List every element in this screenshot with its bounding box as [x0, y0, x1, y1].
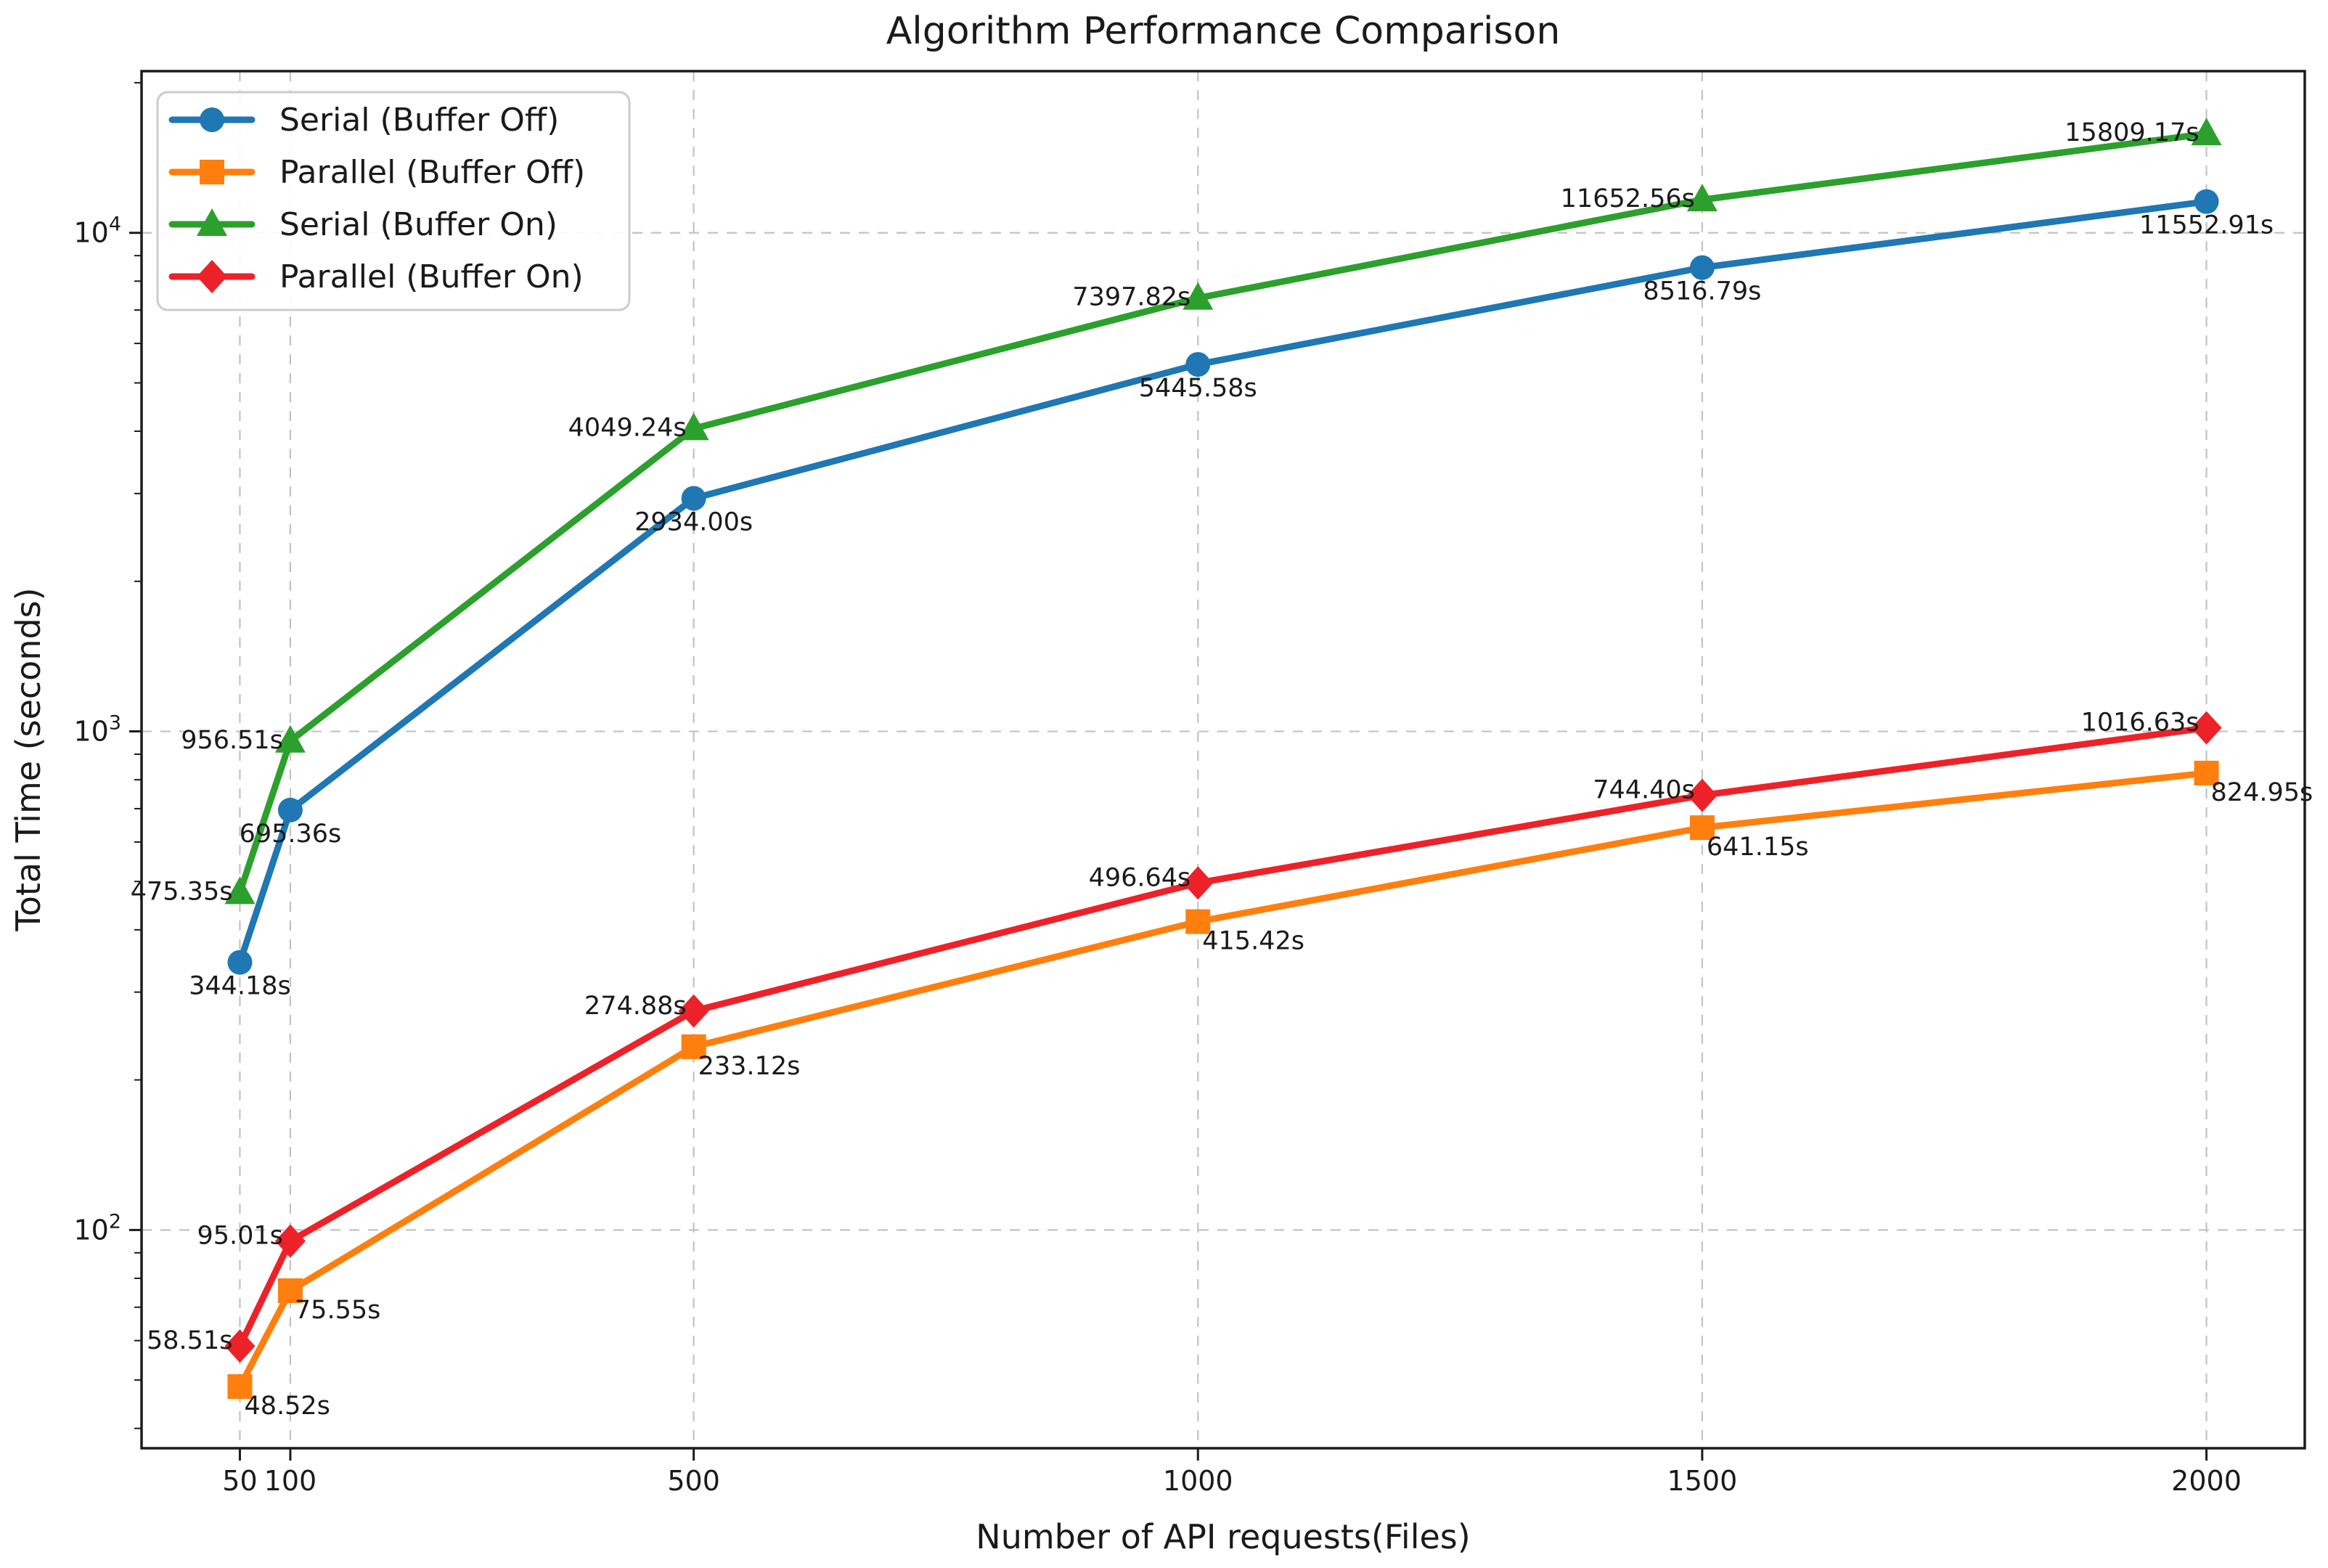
data-point-label: 344.18s — [189, 972, 291, 1001]
legend-entry-label: Serial (Buffer Off) — [279, 102, 559, 139]
plot-border — [140, 70, 2306, 1450]
series-line — [236, 724, 2210, 1349]
y-tick-label-10000: 104 — [73, 213, 121, 249]
x-tick-label-2000: 2000 — [2171, 1465, 2242, 1497]
data-point-marker — [224, 1329, 256, 1363]
data-point-marker — [2194, 760, 2219, 785]
data-point-label: 48.52s — [244, 1392, 330, 1421]
data-point-label: 7397.82s — [1072, 283, 1190, 312]
data-point-marker — [2191, 711, 2222, 745]
data-point-marker — [277, 1278, 303, 1304]
legend-entry-parallel-buffer-on: Parallel (Buffer On) — [168, 258, 584, 295]
series-parallel-buffer-off — [227, 760, 2219, 1400]
x-tick-label-100: 100 — [264, 1465, 317, 1497]
legend-box — [156, 91, 631, 311]
data-point-label: 15809.17s — [2064, 118, 2199, 147]
data-point-label: 95.01s — [197, 1222, 282, 1251]
data-point-label: 744.40s — [1593, 776, 1695, 805]
legend-entry-serial-buffer-off: Serial (Buffer Off) — [168, 102, 559, 139]
data-point-marker — [227, 950, 253, 975]
data-point-label: 58.51s — [147, 1326, 232, 1355]
x-tick-label-50: 50 — [222, 1465, 257, 1497]
data-point-marker — [2191, 118, 2222, 146]
legend-marker-square-icon — [200, 160, 224, 184]
data-point-label: 8516.79s — [1643, 277, 1761, 306]
legend-entry-label: Serial (Buffer On) — [279, 206, 558, 243]
data-point-marker — [2194, 189, 2219, 214]
x-tick-label-1000: 1000 — [1163, 1465, 1233, 1497]
series-layer — [224, 118, 2222, 1400]
data-point-label: 695.36s — [240, 820, 342, 849]
data-point-marker — [1183, 282, 1214, 310]
data-point-marker — [274, 724, 306, 753]
series-parallel-buffer-on — [224, 711, 2222, 1363]
y-tick-label-100: 102 — [73, 1210, 121, 1246]
y-tick-label-1000: 103 — [73, 712, 121, 748]
legend-marker-triangle-icon — [197, 208, 227, 236]
data-point-marker — [1185, 352, 1211, 377]
data-point-label: 11552.91s — [2139, 211, 2274, 240]
data-point-marker — [1689, 255, 1715, 280]
data-point-label: 2934.00s — [634, 507, 753, 536]
data-point-label: 11652.56s — [1561, 184, 1695, 213]
data-point-label: 233.12s — [698, 1052, 801, 1081]
annotation-layer: 344.18s 695.36s 2934.00s 5445.58s 8516.79s 11… — [131, 118, 2313, 1421]
data-point-marker — [1686, 184, 1718, 212]
data-point-label: 5445.58s — [1139, 374, 1257, 403]
data-point-marker — [678, 412, 709, 441]
data-point-marker — [1686, 778, 1718, 812]
series-serial-buffer-on — [224, 118, 2222, 905]
data-point-label: 824.95s — [2211, 778, 2313, 807]
data-point-marker — [1183, 866, 1214, 900]
data-point-label: 956.51s — [181, 726, 283, 755]
data-point-label: 496.64s — [1089, 863, 1191, 892]
legend-marker-diamond-icon — [197, 260, 227, 293]
legend-entry-label: Parallel (Buffer On) — [279, 258, 584, 295]
series-serial-buffer-off — [227, 189, 2219, 975]
data-point-marker — [678, 994, 709, 1028]
data-point-marker — [277, 797, 303, 822]
data-point-label: 4049.24s — [568, 413, 687, 442]
legend-entry-label: Parallel (Buffer Off) — [279, 154, 585, 191]
x-axis-label: Number of API requests(Files) — [976, 1517, 1470, 1556]
data-point-marker — [224, 876, 256, 905]
series-line — [236, 769, 2210, 1390]
x-tick-label-500: 500 — [667, 1465, 720, 1497]
data-point-marker — [1689, 815, 1715, 841]
series-line — [236, 198, 2210, 966]
x-tick-label-1500: 1500 — [1667, 1465, 1738, 1497]
data-point-marker — [1185, 909, 1211, 934]
data-point-marker — [681, 1034, 706, 1059]
data-point-marker — [227, 1374, 253, 1400]
legend: Serial (Buffer Off) Parallel (Buffer Off)… — [156, 91, 631, 311]
tick-layer: 50 100 500 1000 1500 2000 102 103 104 — [73, 81, 2242, 1497]
y-axis-label: Total Time (seconds) — [9, 587, 48, 931]
data-point-label: 75.55s — [295, 1296, 380, 1325]
legend-entry-serial-buffer-on: Serial (Buffer On) — [168, 206, 558, 243]
legend-entry-parallel-buffer-off: Parallel (Buffer Off) — [168, 154, 585, 191]
data-point-label: 274.88s — [584, 992, 687, 1021]
data-point-marker — [274, 1224, 306, 1258]
data-point-label: 415.42s — [1202, 927, 1304, 956]
data-point-marker — [681, 486, 706, 511]
data-point-label: 475.35s — [131, 877, 233, 906]
data-point-label: 1016.63s — [2081, 709, 2200, 738]
legend-marker-circle-icon — [200, 107, 224, 132]
data-point-label: 641.15s — [1707, 833, 1809, 862]
series-line — [236, 130, 2210, 896]
chart-title: Algorithm Performance Comparison — [886, 9, 1561, 53]
